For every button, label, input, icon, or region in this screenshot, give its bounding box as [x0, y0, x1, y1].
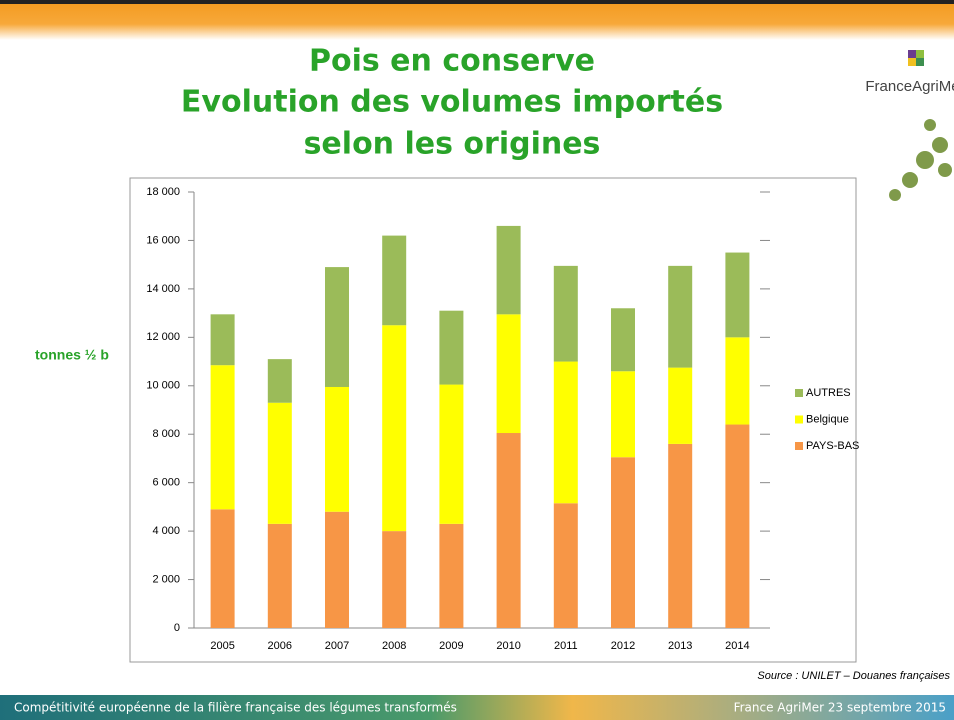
y-tick-label: 6 000 — [152, 477, 180, 489]
x-tick-label: 2005 — [210, 640, 234, 652]
bar-segment — [267, 359, 292, 403]
bar-segment — [439, 310, 464, 385]
bar-segment — [668, 367, 693, 444]
x-tick-label: 2007 — [325, 640, 349, 652]
y-axis-label: tonnes ½ b — [35, 347, 109, 363]
y-tick-label: 16 000 — [146, 234, 180, 246]
x-tick-label: 2013 — [668, 640, 692, 652]
bar-segment — [382, 325, 407, 532]
legend-swatch — [795, 442, 803, 450]
y-tick-label: 2 000 — [152, 573, 180, 585]
bar-segment — [267, 402, 292, 524]
bar-segment — [553, 503, 578, 628]
footer-band — [0, 695, 954, 720]
source: Source : UNILET – Douanes françaises — [757, 670, 950, 682]
y-tick-label: 10 000 — [146, 380, 180, 392]
top-border — [0, 0, 954, 4]
x-tick-label: 2014 — [725, 640, 749, 652]
legend-label: Belgique — [806, 413, 849, 425]
bar-segment — [611, 308, 635, 372]
bar-segment — [210, 365, 235, 510]
bar-segment — [267, 523, 292, 628]
y-tick-label: 0 — [174, 622, 180, 634]
bar-segment — [553, 265, 578, 362]
logo-square — [916, 58, 924, 66]
title-line: selon les origines — [304, 127, 601, 162]
legend-swatch — [795, 415, 803, 424]
bar-segment — [210, 314, 235, 366]
bar-segment — [668, 443, 693, 628]
bar-segment — [210, 509, 235, 628]
peas — [889, 119, 952, 201]
bar-segment — [439, 523, 464, 628]
bar-segment — [611, 371, 635, 458]
bar-segment — [382, 531, 407, 628]
bar-segment — [439, 384, 464, 524]
footer-left: Compétitivité européenne de la filière f… — [14, 701, 457, 715]
y-tick-label: 12 000 — [146, 331, 180, 343]
x-tick-label: 2006 — [268, 640, 292, 652]
logo-square — [908, 50, 916, 58]
bar-segment — [325, 267, 349, 387]
bar-segment — [668, 265, 693, 368]
x-tick-label: 2012 — [611, 640, 635, 652]
footer-right: France AgriMer 23 septembre 2015 — [734, 701, 946, 715]
title-line: Pois en conserve — [309, 44, 595, 79]
bar-segment — [725, 424, 750, 628]
bar-segment — [496, 433, 521, 628]
bar-segment — [725, 252, 750, 338]
bar-segment — [382, 235, 407, 326]
bar-segment — [496, 314, 521, 434]
logo-square — [908, 58, 916, 66]
x-tick-label: 2008 — [382, 640, 406, 652]
logo-square — [916, 50, 924, 58]
y-tick-label: 14 000 — [146, 283, 180, 295]
top-band — [0, 0, 954, 40]
y-tick-label: 4 000 — [152, 525, 180, 537]
legend-swatch — [795, 389, 803, 397]
x-tick-label: 2010 — [496, 640, 520, 652]
x-tick-label: 2011 — [554, 640, 578, 652]
bar-segment — [611, 457, 635, 628]
legend-label: PAYS-BAS — [806, 440, 859, 452]
bar-segment — [553, 361, 578, 504]
bar-segment — [325, 511, 349, 628]
legend-label: AUTRES — [806, 387, 851, 399]
bar-segment — [325, 386, 349, 512]
bar-segment — [725, 337, 750, 425]
x-tick-label: 2009 — [439, 640, 463, 652]
title-line: Evolution des volumes importés — [181, 85, 723, 120]
y-tick-label: 8 000 — [152, 428, 180, 440]
y-tick-label: 18 000 — [146, 186, 180, 198]
bar-segment — [496, 225, 521, 315]
